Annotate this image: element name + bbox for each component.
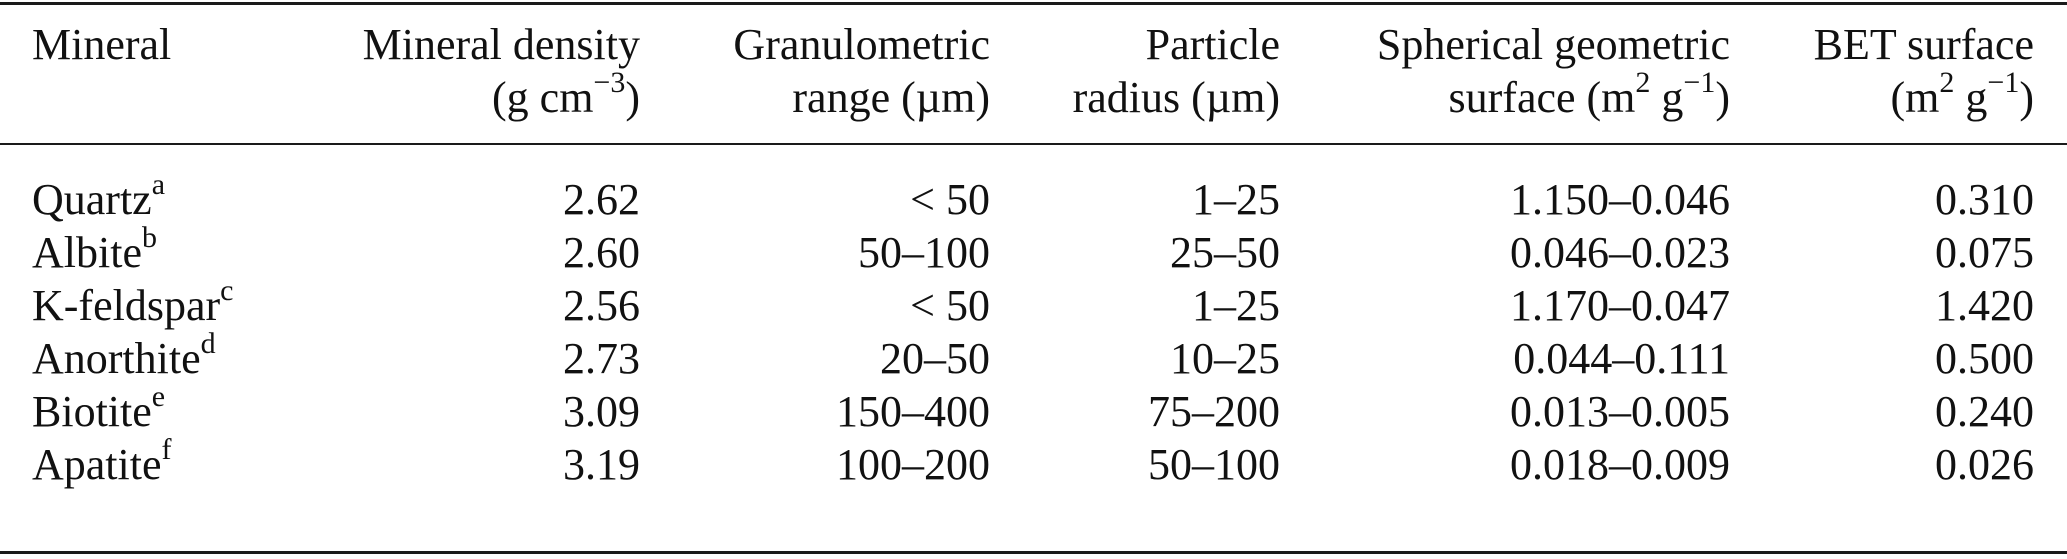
footnote-marker: a (151, 168, 166, 202)
header-line: Mineral (32, 20, 172, 69)
bottom-rule (0, 551, 2067, 554)
cell-mineral: Anorthited (32, 327, 216, 383)
top-rule (0, 2, 2067, 5)
cell-range: < 50 (910, 175, 990, 224)
cell-mineral: K-feldsparc (32, 274, 234, 330)
header-line: BET surface (1813, 20, 2034, 69)
data-table: Mineral Mineral density (g cm−3) Granulo… (0, 8, 2067, 491)
cell-bet: 1.420 (1935, 281, 2034, 330)
table-row: Apatitef 3.19 100–200 50–100 0.018–0.009… (0, 433, 2067, 491)
cell-spherical: 0.013–0.005 (1510, 387, 1730, 436)
cell-radius: 1–25 (1192, 175, 1280, 224)
cell-radius: 50–100 (1148, 440, 1280, 489)
cell-mineral: Biotitee (32, 380, 166, 436)
cell-range: 150–400 (836, 387, 990, 436)
cell-bet: 0.240 (1935, 387, 2034, 436)
footnote-marker: e (151, 380, 166, 414)
cell-bet: 0.026 (1935, 440, 2034, 489)
header-line: Particle (1145, 20, 1280, 69)
footnote-marker: b (141, 221, 157, 255)
header-granulometric-range: Granulometric range (µm) (640, 8, 990, 144)
cell-range: 50–100 (858, 228, 990, 277)
header-mineral-density: Mineral density (g cm−3) (300, 8, 640, 144)
header-particle-radius: Particle radius (µm) (990, 8, 1280, 144)
header-line: Mineral density (362, 20, 640, 69)
cell-density: 2.56 (563, 281, 640, 330)
header-unit: (m2 g−1) (1890, 66, 2034, 122)
header-spherical-surface: Spherical geometric surface (m2 g−1) (1280, 8, 1730, 144)
cell-spherical: 0.046–0.023 (1510, 228, 1730, 277)
cell-radius: 75–200 (1148, 387, 1280, 436)
header-bet-surface: BET surface (m2 g−1) (1730, 8, 2067, 144)
footnote-marker: c (220, 274, 234, 308)
table-row: K-feldsparc 2.56 < 50 1–25 1.170–0.047 1… (0, 274, 2067, 332)
cell-mineral: Quartza (32, 168, 166, 224)
cell-radius: 25–50 (1170, 228, 1280, 277)
cell-range: 20–50 (880, 334, 990, 383)
cell-mineral: Albiteb (32, 221, 157, 277)
cell-density: 3.09 (563, 387, 640, 436)
cell-density: 2.60 (563, 228, 640, 277)
header-mineral: Mineral (0, 8, 300, 144)
header-unit: range (µm) (792, 73, 990, 122)
cell-bet: 0.075 (1935, 228, 2034, 277)
cell-density: 3.19 (563, 440, 640, 489)
table-row: Albiteb 2.60 50–100 25–50 0.046–0.023 0.… (0, 221, 2067, 279)
cell-bet: 0.500 (1935, 334, 2034, 383)
table-row: Anorthited 2.73 20–50 10–25 0.044–0.111 … (0, 327, 2067, 385)
cell-radius: 10–25 (1170, 334, 1280, 383)
cell-density: 2.73 (563, 334, 640, 383)
cell-spherical: 0.044–0.111 (1513, 334, 1730, 383)
cell-density: 2.62 (563, 175, 640, 224)
header-unit: (g cm−3) (492, 66, 640, 122)
cell-range: 100–200 (836, 440, 990, 489)
cell-mineral: Apatitef (32, 433, 172, 489)
cell-range: < 50 (910, 281, 990, 330)
cell-spherical: 1.170–0.047 (1510, 281, 1730, 330)
header-row: Mineral Mineral density (g cm−3) Granulo… (0, 8, 2067, 144)
header-line: Spherical geometric (1376, 20, 1730, 69)
cell-spherical: 0.018–0.009 (1510, 440, 1730, 489)
table-row: Biotitee 3.09 150–400 75–200 0.013–0.005… (0, 380, 2067, 438)
footnote-marker: d (200, 327, 216, 361)
header-unit: radius (µm) (1072, 73, 1280, 122)
cell-radius: 1–25 (1192, 281, 1280, 330)
cell-spherical: 1.150–0.046 (1510, 175, 1730, 224)
header-rule (0, 143, 2067, 145)
cell-bet: 0.310 (1935, 175, 2034, 224)
header-line: Granulometric (733, 20, 990, 69)
footnote-marker: f (161, 433, 172, 467)
header-unit: surface (m2 g−1) (1448, 66, 1730, 122)
table-row: Quartza 2.62 < 50 1–25 1.150–0.046 0.310 (0, 144, 2067, 226)
